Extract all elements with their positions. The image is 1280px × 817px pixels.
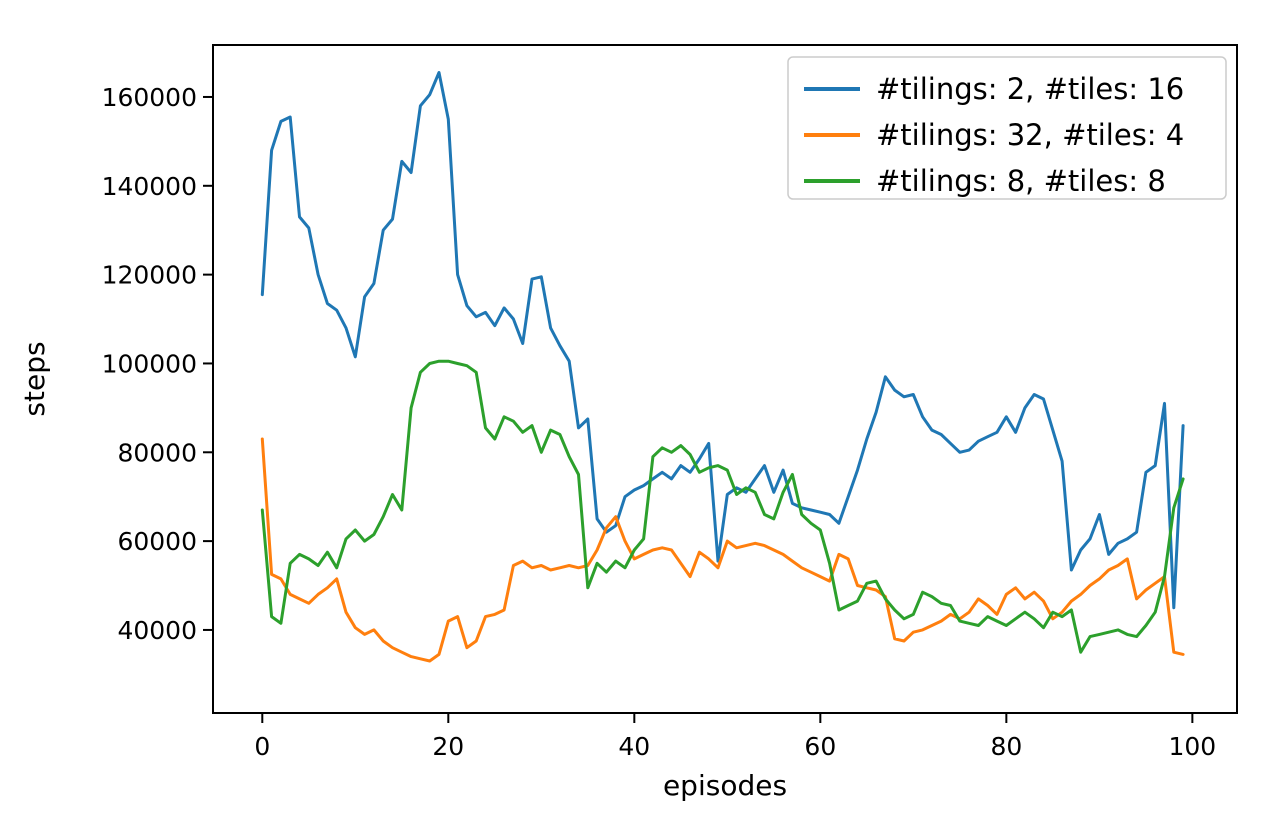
x-tick-label: 100 <box>1168 732 1216 761</box>
x-tick-label: 80 <box>990 732 1022 761</box>
plot-border <box>212 44 1238 714</box>
legend-label-0: #tilings: 2, #tiles: 16 <box>876 72 1184 106</box>
x-tick-label: 0 <box>254 732 270 761</box>
y-axis-label: steps <box>18 341 51 416</box>
y-tick-label: 120000 <box>102 261 197 290</box>
legend-box <box>787 56 1227 200</box>
legend-label-2: #tilings: 8, #tiles: 8 <box>876 164 1166 198</box>
y-tick-label: 140000 <box>102 172 197 201</box>
y-tick-label: 80000 <box>117 438 197 467</box>
legend-label-1: #tilings: 32, #tiles: 4 <box>876 118 1184 152</box>
y-tick-label: 100000 <box>102 349 197 378</box>
x-tick-label: 40 <box>618 732 650 761</box>
y-tick-label: 60000 <box>117 527 197 556</box>
y-tick-label: 160000 <box>102 83 197 112</box>
x-axis-label: episodes <box>663 769 787 802</box>
x-tick-label: 60 <box>804 732 836 761</box>
series-line-0 <box>260 71 1185 610</box>
series-line-2 <box>260 359 1185 654</box>
x-tick-label: 20 <box>432 732 464 761</box>
series-line-1 <box>260 437 1185 663</box>
y-tick-label: 40000 <box>117 616 197 645</box>
